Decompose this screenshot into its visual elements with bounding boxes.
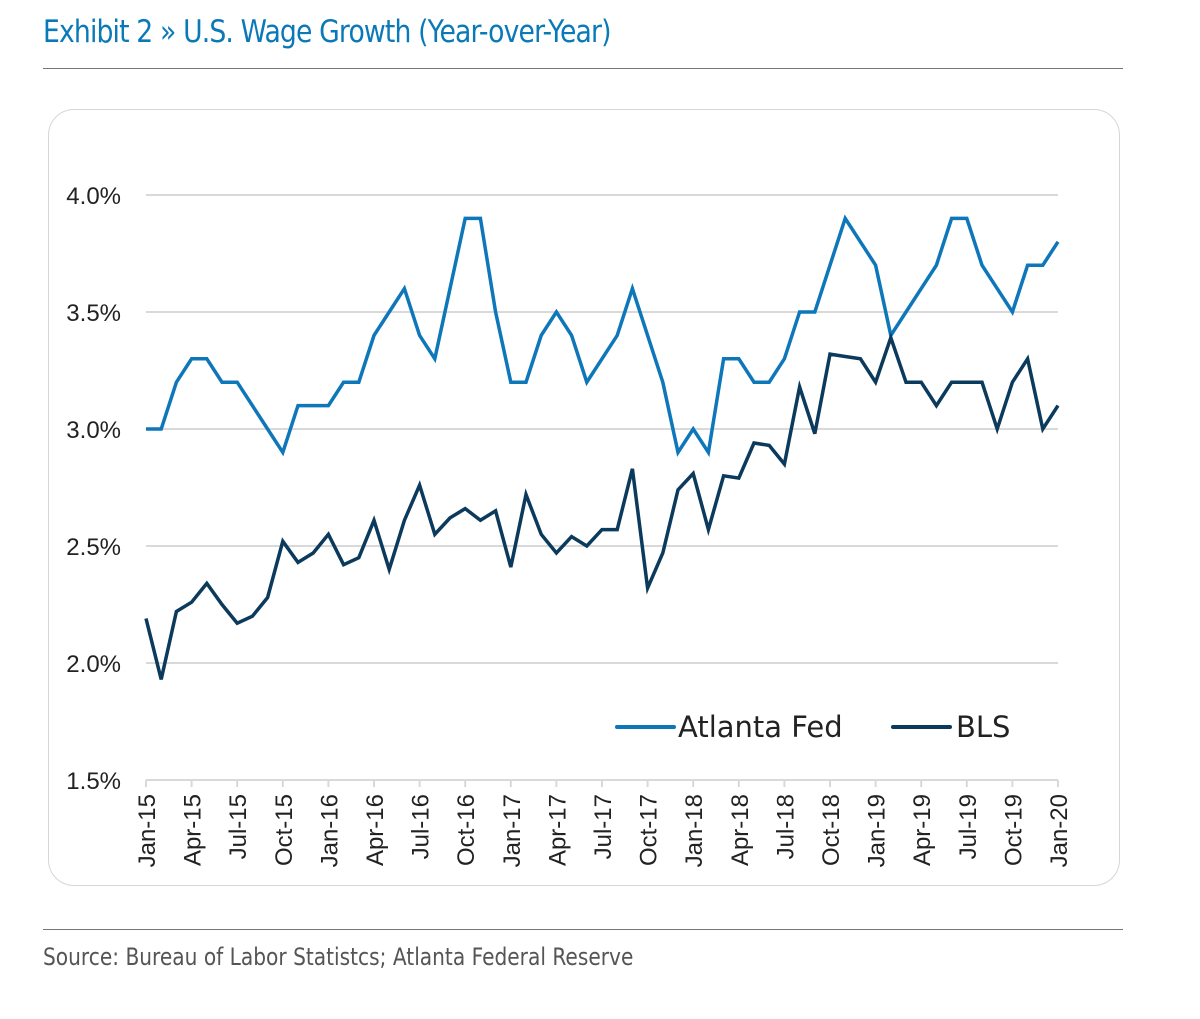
gridlines: [146, 194, 1058, 664]
x-tick-label: Jan-18: [681, 794, 708, 867]
x-tick-label: Apr-19: [909, 794, 936, 866]
x-tick-label: Jan-20: [1046, 794, 1073, 867]
title-divider: [43, 68, 1123, 69]
y-tick-label: 1.5%: [66, 768, 121, 795]
x-tick-label: Jan-16: [316, 794, 343, 867]
legend-label: BLS: [956, 710, 1010, 744]
x-tick-label: Jan-17: [499, 794, 526, 867]
x-tick-label: Apr-15: [180, 794, 207, 866]
y-tick-label: 3.5%: [66, 300, 121, 327]
x-tick-label: Apr-16: [362, 794, 389, 866]
series-line-bls: [144, 332, 1060, 680]
x-tick-label: Oct-19: [1000, 794, 1027, 866]
x-tick-label: Oct-15: [271, 794, 298, 866]
x-tick-label: Jul-19: [955, 794, 982, 859]
x-tick-label: Jul-15: [225, 794, 252, 859]
chart-frame: [48, 109, 1120, 886]
source-note: Source: Bureau of Labor Statistcs; Atlan…: [43, 943, 634, 971]
x-tick-label: Oct-16: [453, 794, 480, 866]
x-tick-label: Apr-18: [727, 794, 754, 866]
x-tick-label: Jan-19: [864, 794, 891, 867]
y-tick-label: 3.0%: [66, 417, 121, 444]
x-axis: [145, 779, 1059, 787]
x-tick-label: Oct-18: [818, 794, 845, 866]
x-axis-labels: Jan-15 Apr-15 Jul-15 Oct-15 Jan-16 Apr-16 Jul-…: [134, 794, 1073, 867]
x-tick-label: Apr-17: [544, 794, 571, 866]
y-tick-label: 4.0%: [66, 183, 121, 210]
y-tick-label: 2.5%: [66, 534, 121, 561]
x-tick-label: Jul-16: [408, 794, 435, 859]
x-tick-label: Oct-17: [636, 794, 663, 866]
legend: Atlanta Fed BLS: [615, 710, 1010, 744]
x-tick-label: Jul-17: [590, 794, 617, 859]
series-line-atlanta-fed: [146, 214, 1060, 458]
y-tick-label: 2.0%: [66, 651, 121, 678]
legend-label: Atlanta Fed: [678, 710, 843, 744]
x-tick-label: Jul-18: [772, 794, 799, 859]
source-divider: [43, 929, 1123, 930]
series-lines: [144, 214, 1060, 680]
x-tick-label: Jan-15: [134, 794, 161, 867]
page-title: Exhibit 2 » U.S. Wage Growth (Year-over-…: [43, 14, 612, 50]
y-axis-labels: 1.5% 2.0% 2.5% 3.0% 3.5% 4.0%: [66, 183, 121, 795]
